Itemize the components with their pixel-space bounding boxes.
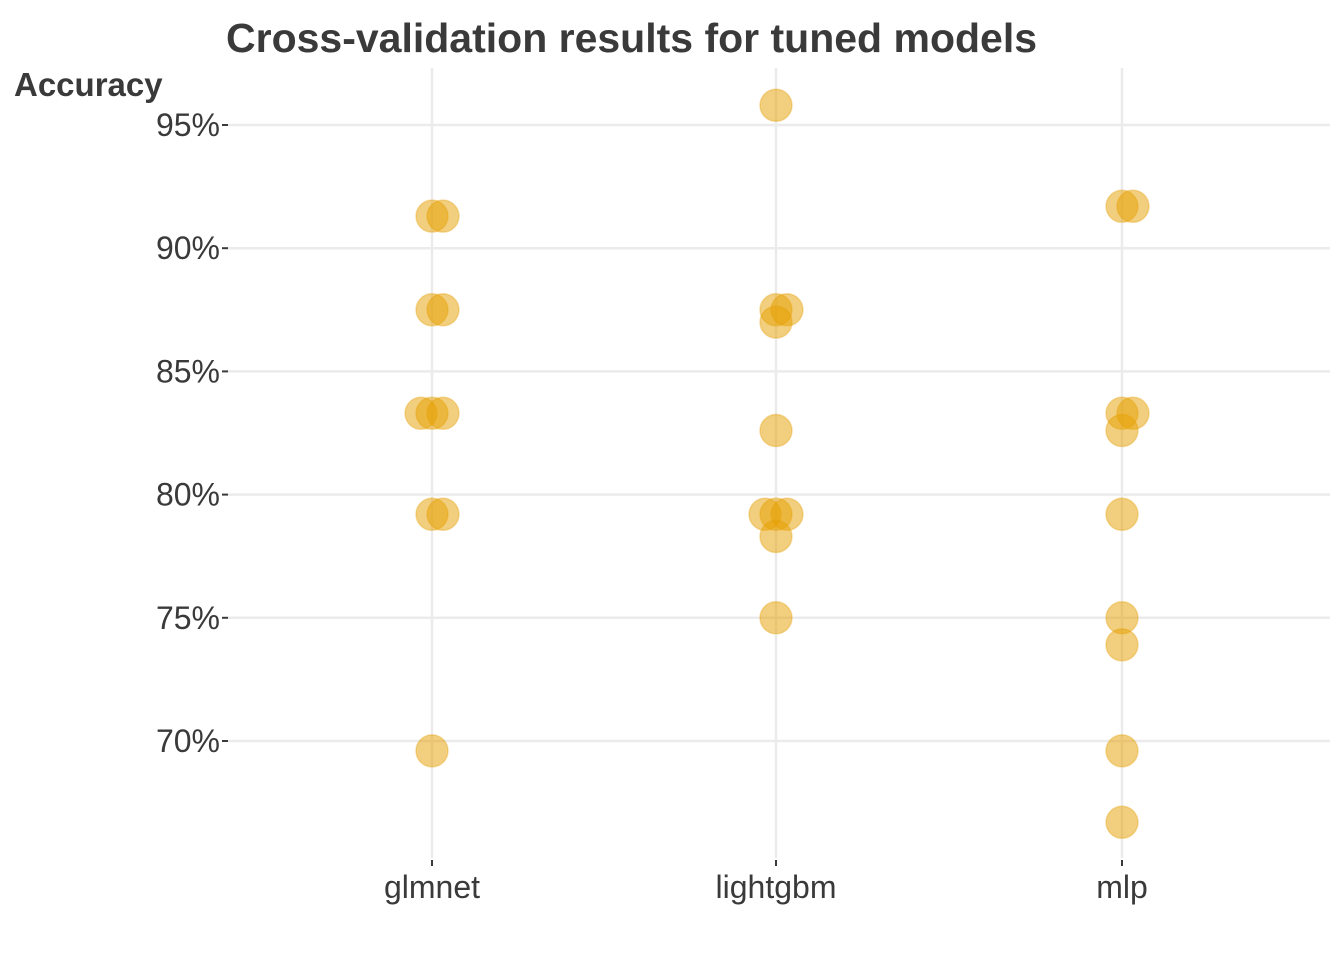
data-point	[1105, 805, 1139, 840]
data-point	[426, 497, 460, 532]
y-tick-label: 75%	[156, 600, 220, 636]
data-point	[1105, 734, 1139, 768]
y-tick-label: 95%	[156, 107, 220, 143]
y-tick-label: 80%	[156, 477, 220, 513]
y-axis-title: Accuracy	[14, 66, 163, 103]
axes: 70% 75% 80% 85% 90% 95% glmnet lightgbm mlp	[156, 107, 1148, 905]
y-tick-label: 85%	[156, 353, 220, 389]
data-point	[1105, 413, 1139, 448]
data-point	[1116, 189, 1150, 224]
data-point	[759, 413, 793, 448]
y-tick-label: 90%	[156, 230, 220, 266]
data-points	[404, 88, 1150, 840]
data-point	[415, 734, 449, 768]
data-point	[759, 305, 793, 339]
grid	[228, 68, 1330, 858]
data-point	[1105, 497, 1139, 532]
data-point	[426, 199, 460, 233]
chart-title: Cross-validation results for tuned model…	[226, 15, 1037, 61]
data-point	[759, 601, 793, 635]
x-tick-label: glmnet	[384, 869, 480, 905]
y-tick-label: 70%	[156, 723, 220, 759]
data-point	[426, 396, 460, 431]
data-point	[1105, 628, 1139, 662]
x-tick-label: mlp	[1096, 869, 1148, 905]
data-point	[759, 88, 793, 123]
x-tick-label: lightgbm	[716, 869, 837, 905]
data-point	[426, 293, 460, 327]
data-point	[759, 519, 793, 554]
